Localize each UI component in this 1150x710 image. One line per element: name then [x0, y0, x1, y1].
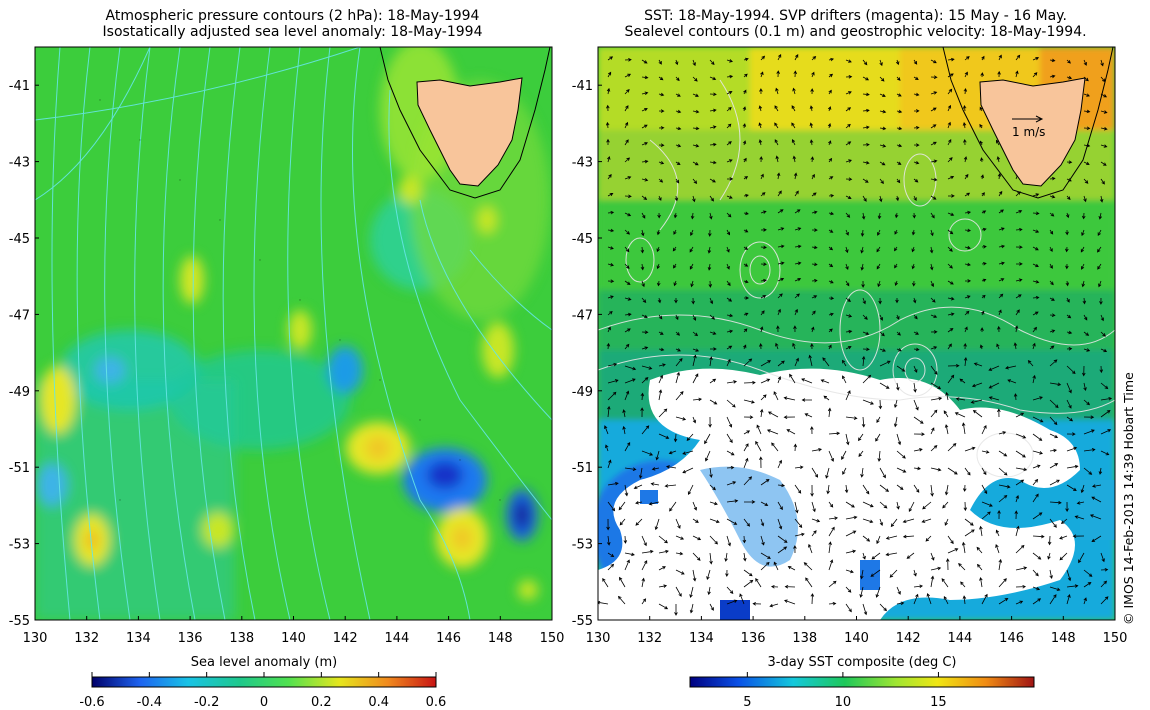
x-tick-label: 140: [844, 631, 869, 646]
sla-colorbar: -0.6 -0.4 -0.2 0 0.2 0.4 0.6: [79, 672, 446, 710]
colorbar-tick-label: 10: [835, 695, 852, 710]
colorbar-tick-label: 0.6: [426, 695, 447, 710]
sst-colorbar-bar: [690, 677, 1034, 687]
y-tick-label: -45: [9, 232, 30, 247]
x-tick-label: 142: [333, 631, 358, 646]
y-tick-label: -55: [572, 614, 593, 629]
credit-text: © IMOS 14-Feb-2013 14:39 Hobart Time: [1121, 372, 1136, 625]
left-map: [35, 40, 552, 620]
x-tick-label: 148: [488, 631, 513, 646]
x-tick-label: 150: [540, 631, 565, 646]
colorbar-tick-label: -0.6: [79, 695, 104, 710]
y-tick-label: -53: [9, 538, 30, 553]
colorbar-tick-label: 0.4: [368, 695, 389, 710]
colorbar-tick-label: -0.4: [137, 695, 162, 710]
colorbar-tick-label: 0: [260, 695, 268, 710]
y-tick-label: -41: [572, 79, 593, 94]
x-tick-label: 134: [689, 631, 714, 646]
y-tick-label: -43: [572, 156, 593, 171]
x-tick-label: 132: [74, 631, 99, 646]
x-tick-label: 140: [281, 631, 306, 646]
x-tick-label: 138: [792, 631, 817, 646]
y-tick-label: -49: [572, 385, 593, 400]
y-tick-label: -51: [9, 461, 30, 476]
y-tick-label: -53: [572, 538, 593, 553]
colorbar-tick-label: 5: [743, 695, 751, 710]
colorbar-tick-label: -0.2: [194, 695, 219, 710]
sst-colorbar: 5 10 15: [690, 672, 1034, 710]
sla-colorbar-bar: [92, 677, 436, 687]
colorbar-tick-label: 0.2: [311, 695, 332, 710]
y-tick-label: -41: [9, 79, 30, 94]
x-tick-label: 146: [999, 631, 1024, 646]
colorbar-tick-label: 15: [930, 695, 947, 710]
x-tick-label: 136: [741, 631, 766, 646]
velocity-scale-label: 1 m/s: [1012, 125, 1045, 139]
sst-colorbar-title: 3-day SST composite (deg C): [690, 655, 1034, 670]
y-tick-label: -51: [572, 461, 593, 476]
x-tick-label: 132: [637, 631, 662, 646]
x-tick-label: 144: [384, 631, 409, 646]
x-tick-label: 148: [1051, 631, 1076, 646]
x-tick-label: 146: [436, 631, 461, 646]
right-map: 1 m/s: [590, 47, 1115, 630]
x-tick-label: 130: [23, 631, 48, 646]
velocity-scale: 1 m/s: [1012, 116, 1045, 139]
y-tick-label: -43: [9, 156, 30, 171]
x-tick-label: 138: [229, 631, 254, 646]
x-tick-label: 130: [586, 631, 611, 646]
x-tick-label: 142: [896, 631, 921, 646]
y-tick-label: -45: [572, 232, 593, 247]
x-tick-label: 136: [178, 631, 203, 646]
x-tick-label: 150: [1103, 631, 1128, 646]
y-tick-label: -47: [572, 308, 593, 323]
y-tick-label: -55: [9, 614, 30, 629]
sla-colorbar-title: Sea level anomaly (m): [92, 655, 436, 670]
y-tick-label: -47: [9, 308, 30, 323]
x-tick-label: 134: [126, 631, 151, 646]
y-tick-label: -49: [9, 385, 30, 400]
x-tick-label: 144: [947, 631, 972, 646]
